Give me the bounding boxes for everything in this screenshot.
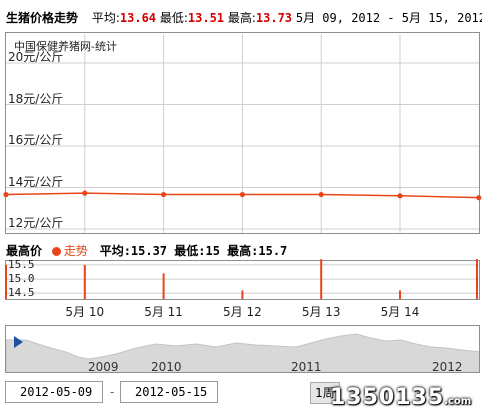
date-separator: - <box>110 385 115 399</box>
sub-y-tick-label: 15.0 <box>8 272 35 286</box>
range-navigator[interactable] <box>5 325 480 373</box>
y-tick-label: 14元/公斤 <box>8 174 64 189</box>
high-price-bar <box>241 290 244 299</box>
max-value: 13.73 <box>255 11 293 25</box>
start-date-input[interactable]: 2012-05-09 <box>5 381 103 403</box>
y-tick-label: 20元/公斤 <box>8 50 64 64</box>
price-point <box>3 191 9 198</box>
price-point <box>318 191 324 198</box>
end-date-input[interactable]: 2012-05-15 <box>120 381 218 403</box>
price-point <box>397 193 403 199</box>
high-price-bar <box>162 273 165 299</box>
min-value: 13.51 <box>187 11 225 25</box>
min-label: 最低: <box>159 11 188 25</box>
y-tick-label: 18元/公斤 <box>8 91 64 106</box>
price-point <box>239 191 245 198</box>
navigator-year-label: 2009 <box>88 360 119 374</box>
sub-chart-title: 最高价 <box>6 244 43 258</box>
date-range: 5月 09, 2012 - 5月 15, 2012 <box>295 11 482 25</box>
x-tick-label: 5月 10 <box>65 305 105 319</box>
sub-y-tick-label: 15.5 <box>8 257 35 271</box>
trend-label: 走势 <box>63 244 88 258</box>
max-label: 最高: <box>227 11 256 25</box>
high-price-bar <box>399 290 401 299</box>
avg-label: 平均: <box>91 11 120 25</box>
y-tick-label: 12元/公斤 <box>8 216 64 230</box>
high-price-bar <box>476 259 478 299</box>
high-price-bar <box>5 264 7 299</box>
x-tick-label: 5月 11 <box>144 305 183 319</box>
x-tick-label: 5月 13 <box>301 305 341 319</box>
main-chart-frame <box>5 32 480 234</box>
y-tick-label: 16元/公斤 <box>8 133 64 147</box>
data-source-label: 中国保健养猪网-统计 <box>14 40 117 53</box>
trend-dot-icon <box>51 247 61 256</box>
navigator-year-label: 2012 <box>432 360 463 374</box>
sub-chart-header: 最高价 走势 平均:15.37 最低:15 最高:15.7 <box>6 244 287 258</box>
sub-chart-stats: 平均:15.37 最低:15 最高:15.7 <box>99 244 288 258</box>
chart-header: 生猪价格走势 平均:13.64 最低:13.51 最高:13.73 5月 09,… <box>6 11 482 25</box>
navigator-area <box>6 333 479 372</box>
sub-y-tick-label: 14.5 <box>8 286 35 300</box>
high-price-bar <box>320 259 323 299</box>
price-point <box>82 190 88 196</box>
high-price-bar <box>83 264 86 299</box>
navigator-year-label: 2010 <box>151 360 182 374</box>
chart-title: 生猪价格走势 <box>6 11 79 25</box>
avg-value: 13.64 <box>119 11 157 25</box>
x-tick-label: 5月 12 <box>223 305 262 319</box>
price-point <box>161 191 167 198</box>
play-icon[interactable] <box>14 336 23 348</box>
price-point <box>476 195 482 201</box>
site-watermark: 1350135.com <box>330 385 472 410</box>
one-week-button[interactable]: 1周 <box>310 382 340 404</box>
x-tick-label: 5月 14 <box>380 305 420 319</box>
navigator-year-label: 2011 <box>291 360 322 374</box>
